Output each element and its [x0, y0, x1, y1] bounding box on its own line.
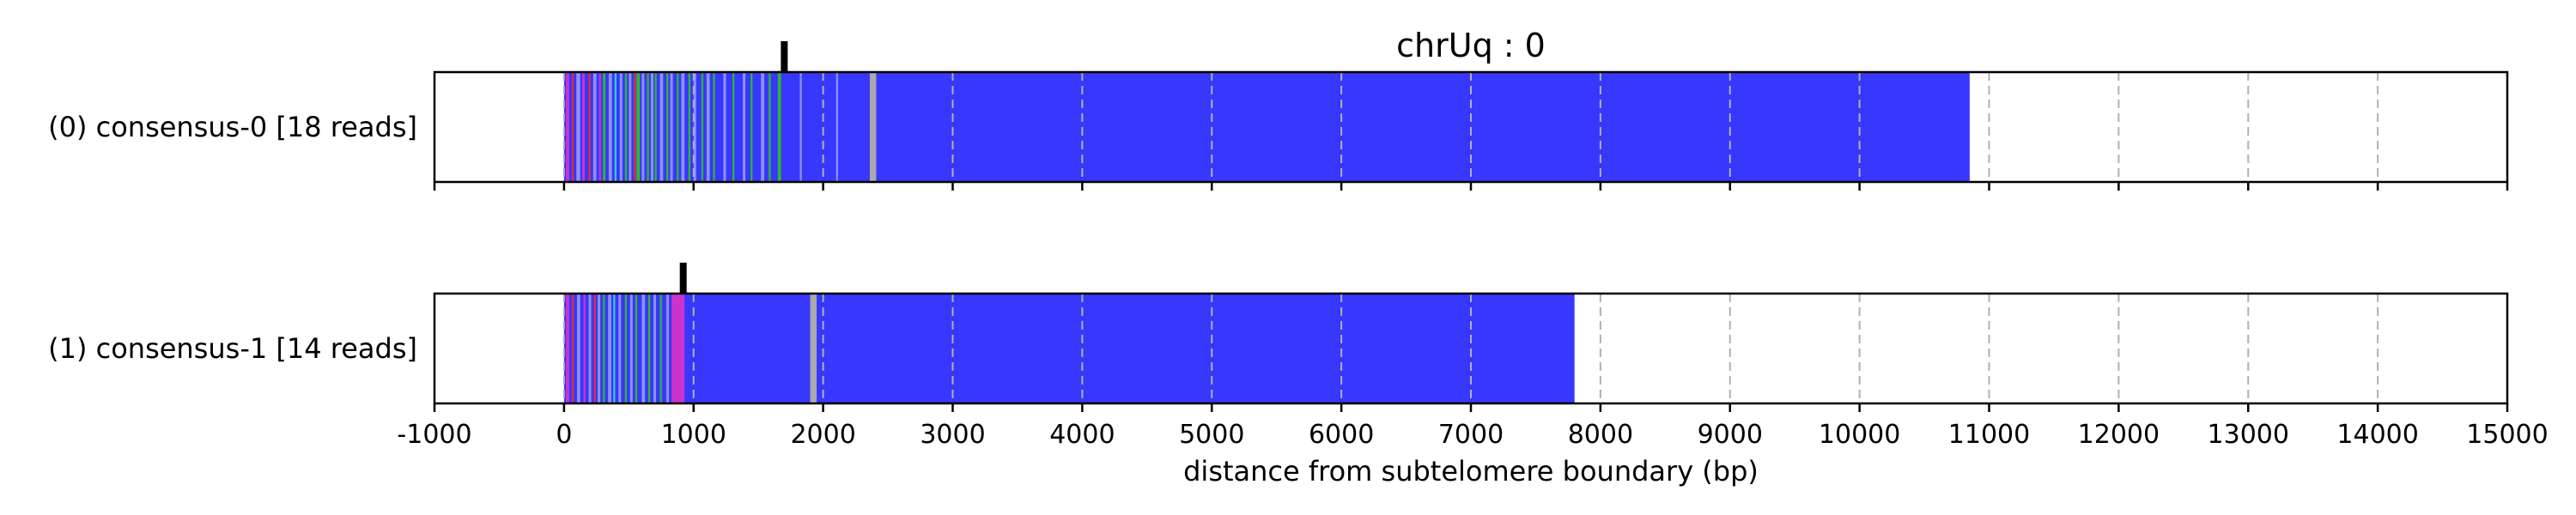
repeat-stripe: [659, 72, 664, 182]
chart-title: chrUq : 0: [1396, 27, 1546, 64]
x-tick-label: 10000: [1819, 420, 1900, 450]
repeat-stripe: [614, 72, 617, 182]
repeat-stripe: [641, 72, 645, 182]
repeat-stripe: [629, 72, 632, 182]
repeat-stripe: [670, 72, 673, 182]
repeat-stripe: [581, 72, 586, 182]
repeat-stripe: [635, 294, 638, 403]
repeat-stripe: [835, 72, 838, 182]
x-tick-label: 4000: [1049, 420, 1115, 450]
repeat-stripe: [706, 72, 710, 182]
repeat-stripe: [666, 72, 669, 182]
repeat-stripe: [799, 72, 802, 182]
repeat-stripe: [636, 72, 641, 182]
repeat-stripe: [624, 294, 628, 403]
repeat-stripe: [588, 72, 591, 182]
repeat-stripe: [583, 294, 586, 403]
repeat-stripe: [603, 294, 605, 403]
repeat-stripe: [654, 72, 657, 182]
repeat-stripe: [666, 294, 670, 403]
repeat-stripe: [641, 294, 646, 403]
repeat-stripe: [701, 72, 704, 182]
repeat-stripe: [571, 72, 574, 182]
repeat-stripe: [588, 294, 592, 403]
repeat-stripe: [659, 294, 662, 403]
x-tick-label: 7000: [1438, 420, 1504, 450]
repeat-stripe: [608, 72, 612, 182]
x-tick-label: 6000: [1309, 420, 1374, 450]
repeat-stripe: [629, 294, 633, 403]
repeat-stripe: [677, 72, 679, 182]
repeat-stripe: [743, 72, 746, 182]
repeat-stripe: [566, 72, 569, 182]
x-tick-label: 9000: [1698, 420, 1763, 450]
x-tick-label: -1000: [397, 420, 471, 450]
repeat-stripe: [671, 294, 685, 403]
repeat-stripe: [624, 72, 628, 182]
repeat-stripe: [653, 294, 656, 403]
repeat-stripe: [810, 294, 817, 403]
x-tick-label: 2000: [790, 420, 855, 450]
repeat-stripe: [723, 72, 726, 182]
plot-area: (0) consensus-0 [18 reads] (1) consensus-…: [48, 41, 2549, 450]
x-tick-label: 5000: [1179, 420, 1244, 450]
x-tick-label: 8000: [1568, 420, 1633, 450]
x-tick-label: 3000: [920, 420, 985, 450]
repeat-stripe: [608, 294, 611, 403]
repeat-stripe: [869, 72, 877, 182]
repeat-stripe: [693, 72, 696, 182]
x-tick-label: 1000: [661, 420, 726, 450]
repeat-stripe: [571, 294, 574, 403]
x-tick-label: 15000: [2466, 420, 2548, 450]
repeat-stripe: [647, 72, 649, 182]
repeat-stripe: [566, 294, 569, 403]
x-tick-label: 13000: [2208, 420, 2289, 450]
repeat-stripe: [598, 294, 601, 403]
repeat-stripe: [750, 72, 753, 182]
row-label: (0) consensus-0 [18 reads]: [48, 111, 417, 143]
repeat-stripe: [613, 294, 616, 403]
consensus-bar: [563, 72, 1970, 182]
repeat-stripe: [576, 72, 580, 182]
consensus-bar: [563, 294, 1575, 403]
x-tick-label: 0: [556, 420, 572, 450]
repeat-stripe: [777, 72, 781, 182]
x-tick-label: 14000: [2336, 420, 2418, 450]
repeat-stripe: [634, 72, 636, 182]
repeat-stripe: [603, 72, 606, 182]
repeat-stripe: [681, 72, 685, 182]
repeat-stripe: [592, 72, 597, 182]
repeat-stripe: [593, 294, 596, 403]
repeat-stripe: [713, 72, 715, 182]
repeat-stripe: [598, 72, 601, 182]
x-tick-label: 12000: [2078, 420, 2160, 450]
repeat-stripe: [647, 294, 651, 403]
repeat-stripe: [688, 72, 690, 182]
repeat-stripe: [769, 72, 771, 182]
repeat-stripe: [618, 294, 622, 403]
repeat-stripe: [732, 72, 735, 182]
repeat-stripe: [761, 72, 764, 182]
repeat-stripe: [619, 72, 623, 182]
x-axis-label: distance from subtelomere boundary (bp): [1183, 455, 1759, 488]
x-tick-label: 11000: [1948, 420, 2030, 450]
row-label: (1) consensus-1 [14 reads]: [48, 332, 417, 365]
repeat-stripe: [576, 294, 580, 403]
repeat-stripe: [650, 72, 653, 182]
